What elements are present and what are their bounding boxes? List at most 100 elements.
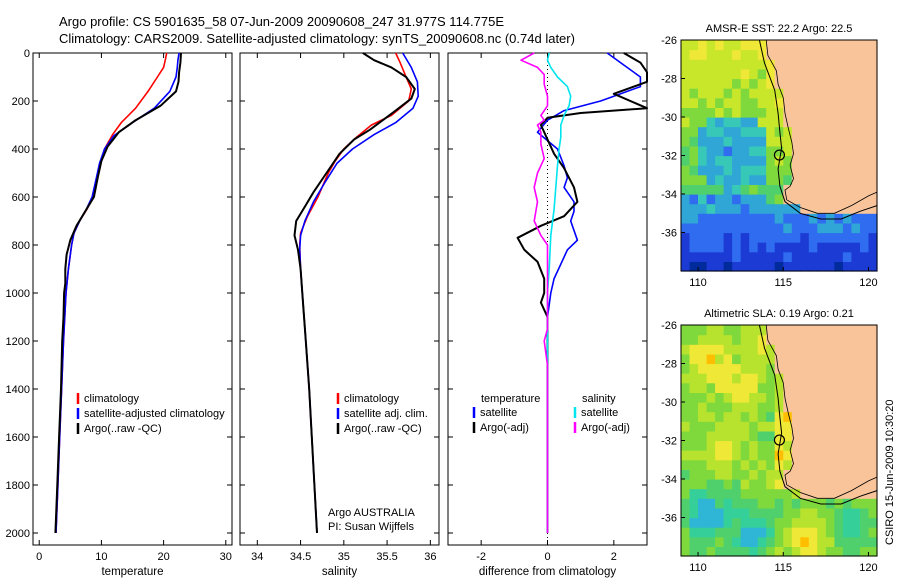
map-cell (868, 440, 878, 451)
map-cell (689, 117, 699, 128)
map-cell (860, 222, 870, 234)
map-cell (851, 68, 861, 80)
map-cell (860, 203, 870, 214)
map-cell (706, 213, 716, 224)
map-cell (698, 392, 708, 403)
map-cell (842, 507, 852, 519)
map-cell (868, 536, 878, 547)
map-cell (783, 479, 793, 490)
map-cell (808, 507, 818, 519)
map-cell (868, 430, 878, 442)
map-cell (808, 203, 818, 214)
map-cell (732, 136, 742, 147)
map-cell (706, 107, 716, 118)
map-cell (740, 325, 750, 336)
map-cell (791, 222, 801, 234)
map-cell (732, 527, 742, 538)
coastline (765, 39, 878, 214)
map-cell (834, 353, 844, 365)
map-cell (808, 213, 818, 224)
map-cell (842, 353, 852, 365)
map-cell (800, 232, 810, 243)
map-cell (860, 440, 870, 451)
map-cell (842, 40, 852, 51)
legend-entry-0-label: climatology (84, 393, 140, 405)
map-cell (689, 517, 699, 528)
map-cell (723, 344, 733, 355)
series-line-0 (55, 52, 168, 534)
map-cell (868, 450, 878, 461)
map-cell (783, 344, 793, 355)
map-cell (774, 97, 784, 108)
map-cell (689, 363, 699, 374)
map-cell (749, 88, 759, 99)
map-cell (757, 155, 767, 166)
map-cell (800, 411, 810, 422)
map-cell (851, 469, 861, 480)
map-cell (766, 498, 776, 509)
map-cell (842, 242, 852, 253)
map-cell (698, 498, 708, 509)
map-cell (740, 363, 750, 374)
map-cell (851, 392, 861, 403)
map-cell (766, 382, 776, 393)
map-cell (706, 479, 716, 490)
map-cell (732, 49, 742, 60)
map-cell (817, 459, 827, 470)
map-cell (749, 325, 759, 336)
map-cell (834, 373, 844, 384)
map-cell (757, 536, 767, 547)
series-line-0 (536, 52, 642, 533)
map-cell (842, 117, 852, 128)
map-cell (706, 68, 716, 80)
map-cell (868, 373, 878, 384)
map-cell (808, 440, 818, 451)
map-cell (681, 242, 691, 253)
map-cell (757, 184, 767, 195)
map-cell (715, 232, 725, 243)
map-cell (715, 507, 725, 519)
map-cell (740, 68, 750, 80)
map-cell (851, 155, 861, 166)
map-cell (732, 88, 742, 99)
map-cell (681, 97, 691, 108)
map-cell (715, 261, 725, 272)
map-cell (715, 402, 725, 413)
map-y-tick-label: -30 (661, 397, 677, 409)
map-cell (723, 488, 733, 499)
y-tick-label: 800 (12, 240, 30, 252)
map-cell (791, 498, 801, 509)
map-cell (834, 88, 844, 99)
map-cell (800, 536, 810, 547)
map-cell (698, 421, 708, 432)
map-cell (774, 88, 784, 99)
map-cell (740, 126, 750, 137)
map-cell (732, 363, 742, 374)
map-title: AMSR-E SST: 22.2 Argo: 22.5 (706, 23, 853, 35)
series-line-1 (298, 52, 420, 534)
map-cell (834, 194, 844, 205)
map-cell (808, 459, 818, 470)
map-cell (723, 126, 733, 137)
map-cell (698, 430, 708, 442)
map-cell (783, 353, 793, 365)
map-cell (791, 117, 801, 128)
map-cell (715, 373, 725, 384)
x-tick-label: 34.5 (290, 551, 311, 563)
x-tick-label: 35.5 (376, 551, 397, 563)
map-cell (851, 334, 861, 345)
map-cell (834, 184, 844, 195)
map-cell (834, 49, 844, 60)
map-cell (766, 126, 776, 137)
map-cell (757, 174, 767, 185)
map-cell (860, 334, 870, 345)
map-cell (842, 517, 852, 528)
map-cell (808, 68, 818, 80)
map-cell (749, 507, 759, 519)
map-x-tick-label: 110 (689, 562, 707, 574)
map-cell (698, 203, 708, 214)
map-cell (706, 203, 716, 214)
map-cell (698, 402, 708, 413)
map-cell (825, 373, 835, 384)
map-cell (834, 117, 844, 128)
